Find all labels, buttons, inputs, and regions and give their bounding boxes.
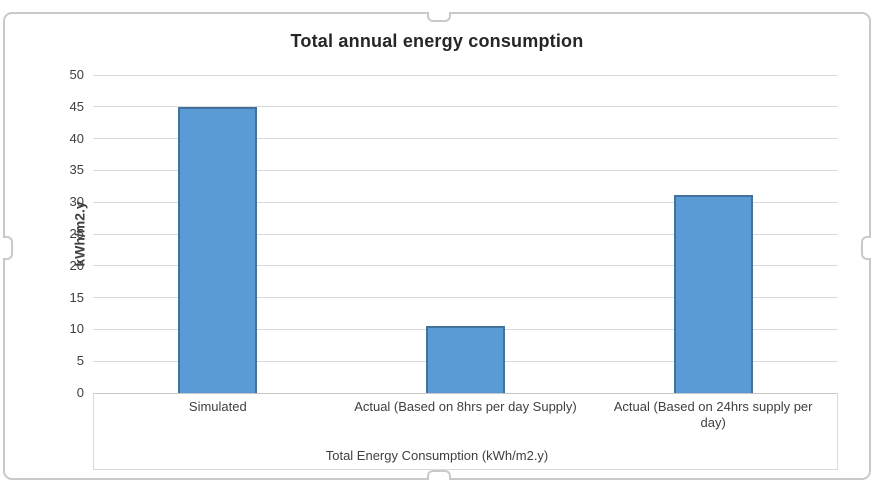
x-axis-title: Total Energy Consumption (kWh/m2.y) [325,448,549,463]
gridline [93,265,838,267]
category-axis-label-box: Simulated Actual (Based on 8hrs per day S… [93,393,838,470]
y-tick-label: 10 [69,321,84,337]
resize-handle-top[interactable] [427,12,451,22]
bar-1[interactable] [177,107,257,393]
gridline [93,233,838,235]
gridline [93,106,838,108]
gridline [93,201,838,203]
y-tick-label: 30 [69,194,84,210]
y-tick-label: 5 [76,353,84,369]
category-label-1: Simulated [188,399,247,414]
category-label-2: Actual (Based on 8hrs per day Supply) [354,399,577,414]
category-label-3: Actual (Based on 24hrs supply per day) [613,399,813,431]
resize-handle-left[interactable] [3,236,13,260]
y-tick-label: 0 [76,385,84,400]
y-tick-label: 45 [69,98,84,114]
x-axis-line [93,392,838,394]
gridline [93,138,838,140]
plot-area[interactable]: kWh/m2.y 0 5 10 15 20 25 30 35 40 45 50 [70,67,838,400]
y-tick-label: 40 [69,130,84,146]
y-tick-label: 20 [69,257,84,273]
gridline [93,297,838,299]
y-tick-label: 25 [69,226,84,241]
bar-3[interactable] [674,195,754,393]
resize-handle-right[interactable] [861,236,871,260]
y-tick-label: 35 [69,162,84,178]
chart-frame[interactable]: Total annual energy consumption kWh/m2.y… [3,12,871,480]
chart-title[interactable]: Total annual energy consumption [290,31,584,51]
bar-2[interactable] [426,326,505,393]
gridline [93,74,838,76]
y-tick-label: 50 [69,67,84,82]
y-tick-label: 15 [69,289,84,305]
resize-handle-bottom[interactable] [427,470,451,480]
gridline [93,169,838,171]
